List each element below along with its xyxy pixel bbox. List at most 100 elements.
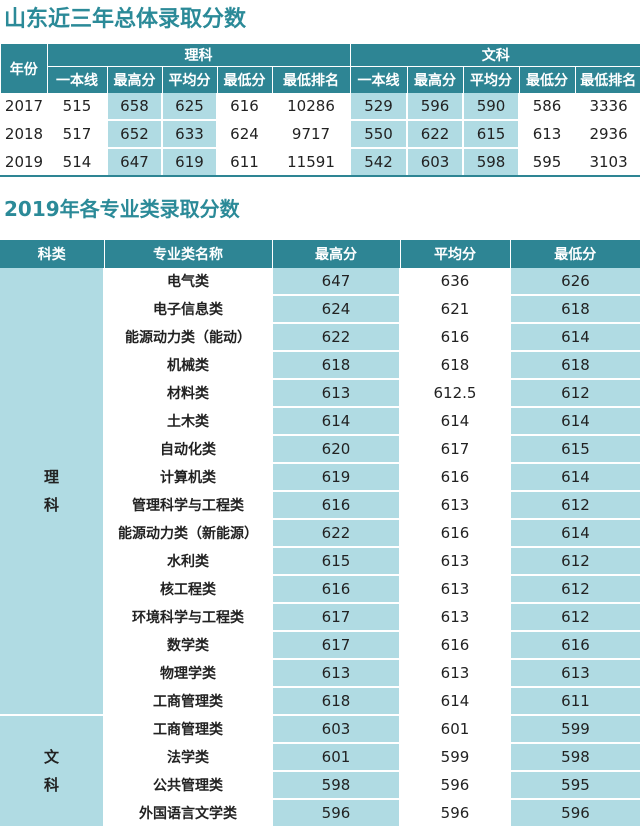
column-header: 专业类名称 — [103, 240, 272, 268]
avg-score: 613 — [399, 491, 510, 520]
avg-score: 613 — [399, 547, 510, 576]
table-row: 能源动力类（能动） 622 616 614 — [0, 323, 640, 352]
score-cell: 624 — [216, 120, 272, 149]
major-name: 材料类 — [103, 379, 272, 408]
score-cell: 517 — [46, 120, 107, 149]
max-score: 624 — [271, 295, 400, 324]
group-header-science: 理科 — [46, 44, 351, 67]
max-score: 603 — [271, 715, 400, 744]
major-name: 法学类 — [103, 743, 272, 772]
score-cell: 11591 — [270, 148, 351, 177]
score-cell: 2936 — [574, 120, 640, 149]
table-row: 2017 515 658 625 616 10286 529 596 590 586 3336 — [0, 93, 640, 121]
column-header: 最低排名 — [574, 66, 640, 93]
avg-score: 613 — [399, 659, 510, 688]
table-row: 土木类 614 614 614 — [0, 407, 640, 436]
major-name: 核工程类 — [103, 575, 272, 604]
major-name: 土木类 — [103, 407, 272, 436]
max-score: 613 — [271, 379, 400, 408]
avg-score: 636 — [399, 268, 510, 296]
summary-table: 年份 理科 文科 一本线 最高分 平均分 最低分 最低排名 一本线 最高分 平均分 最低分 最低排… — [0, 44, 640, 177]
column-header: 最高分 — [106, 66, 162, 93]
major-name: 环境科学与工程类 — [103, 603, 272, 632]
score-cell: 603 — [406, 148, 464, 177]
category-char: 理 — [43, 468, 59, 486]
column-header: 最低排名 — [271, 66, 351, 93]
summary-title: 山东近三年总体录取分数 — [4, 7, 247, 32]
table-row: 数学类 617 616 616 — [0, 631, 640, 660]
major-name: 外国语言文学类 — [103, 799, 272, 828]
max-score: 618 — [271, 687, 400, 716]
score-cell: 3103 — [574, 148, 640, 177]
min-score: 611 — [509, 687, 640, 716]
column-header: 最低分 — [216, 66, 272, 93]
major-name: 水利类 — [103, 547, 272, 576]
table-row: 环境科学与工程类 617 613 612 — [0, 603, 640, 632]
table-row: 2019 514 647 619 611 11591 542 603 598 595 3103 — [0, 148, 640, 177]
table-row: 管理科学与工程类 616 613 612 — [0, 491, 640, 520]
column-header: 科类 — [0, 240, 104, 268]
table-row: 水利类 615 613 612 — [0, 547, 640, 576]
min-score: 613 — [509, 659, 640, 688]
max-score: 617 — [271, 631, 400, 660]
max-score: 620 — [271, 435, 400, 464]
score-cell: 3336 — [574, 93, 640, 121]
column-header: 一本线 — [46, 66, 107, 93]
table-row: 核工程类 616 613 612 — [0, 575, 640, 604]
column-header: 最高分 — [271, 240, 400, 268]
major-name: 能源动力类（新能源） — [103, 519, 272, 548]
majors-title: 2019年各专业类录取分数 — [4, 197, 240, 221]
avg-score: 599 — [399, 743, 510, 772]
min-score: 614 — [509, 407, 640, 436]
score-cell: 598 — [462, 148, 520, 177]
max-score: 622 — [271, 323, 400, 352]
min-score: 612 — [509, 547, 640, 576]
column-header: 平均分 — [399, 240, 510, 268]
score-cell: 622 — [406, 120, 464, 149]
max-score: 622 — [271, 519, 400, 548]
year-cell: 2018 — [0, 120, 47, 149]
max-score: 601 — [271, 743, 400, 772]
table-row: 公共管理类 598 596 595 — [0, 771, 640, 800]
majors-table: 科类 专业类名称 最高分 平均分 最低分 理科电气类 647 636 626 电子信息类 624 6… — [0, 240, 640, 828]
major-name: 电气类 — [103, 268, 272, 296]
avg-score: 616 — [399, 323, 510, 352]
min-score: 626 — [509, 268, 640, 296]
min-score: 618 — [509, 295, 640, 324]
category-char: 科 — [43, 496, 59, 514]
table-row: 电子信息类 624 621 618 — [0, 295, 640, 324]
score-cell: 615 — [462, 120, 520, 149]
max-score: 598 — [271, 771, 400, 800]
avg-score: 596 — [399, 799, 510, 828]
category-char: 科 — [43, 776, 59, 794]
avg-score: 617 — [399, 435, 510, 464]
avg-score: 616 — [399, 631, 510, 660]
column-header: 最高分 — [406, 66, 464, 93]
max-score: 618 — [271, 351, 400, 380]
score-cell: 550 — [349, 120, 408, 149]
min-score: 618 — [509, 351, 640, 380]
table-row: 文科工商管理类 603 601 599 — [0, 714, 640, 828]
min-score: 614 — [509, 463, 640, 492]
year-cell: 2017 — [0, 93, 47, 121]
major-name: 能源动力类（能动） — [103, 323, 272, 352]
max-score: 647 — [271, 268, 400, 296]
score-cell: 10286 — [270, 93, 351, 121]
major-name: 机械类 — [103, 351, 272, 380]
min-score: 616 — [509, 631, 640, 660]
avg-score: 614 — [399, 687, 510, 716]
score-cell: 611 — [216, 148, 272, 177]
score-cell: 616 — [216, 93, 272, 121]
major-name: 公共管理类 — [103, 771, 272, 800]
avg-score: 613 — [399, 575, 510, 604]
major-name: 管理科学与工程类 — [103, 491, 272, 520]
avg-score: 614 — [399, 407, 510, 436]
avg-score: 596 — [399, 771, 510, 800]
table-row: 法学类 601 599 598 — [0, 743, 640, 772]
category-char: 文 — [43, 748, 59, 766]
score-cell: 529 — [349, 93, 408, 121]
max-score: 616 — [271, 491, 400, 520]
table-row: 工商管理类 618 614 611 — [0, 687, 640, 716]
score-cell: 595 — [518, 148, 576, 177]
avg-score: 601 — [399, 715, 510, 744]
